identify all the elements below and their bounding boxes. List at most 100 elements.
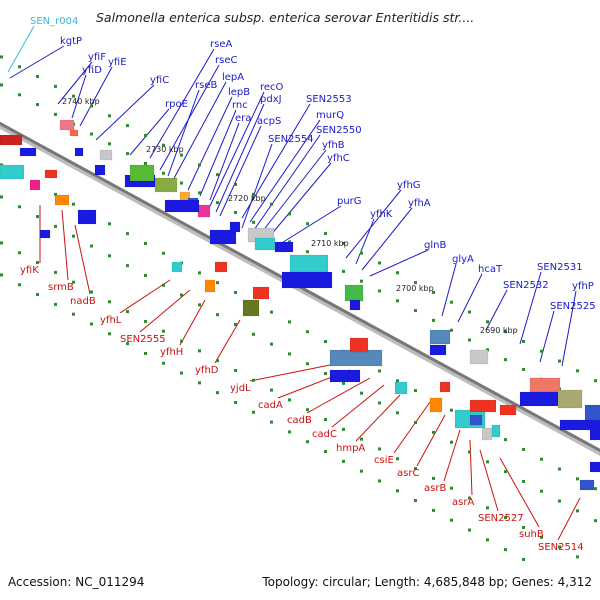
gene-leader-line <box>519 271 542 345</box>
tick-mark <box>180 153 183 157</box>
tick-mark <box>504 438 507 442</box>
tick-mark <box>324 450 327 454</box>
tick-mark <box>540 535 543 539</box>
tick-mark <box>126 264 129 268</box>
tick-mark <box>108 222 111 226</box>
gene-feature <box>589 429 600 441</box>
gene-label: yfiD <box>82 65 102 76</box>
tick-mark <box>0 55 3 59</box>
gene-feature <box>229 221 241 233</box>
gene-label: rseA <box>210 39 232 50</box>
tick-mark <box>108 142 111 146</box>
gene-label: yjdL <box>230 383 251 394</box>
accession-label: Accession: NC_011294 <box>8 575 145 589</box>
gene-leader-line <box>9 45 65 79</box>
gene-leader-line <box>149 48 215 159</box>
tick-mark <box>558 499 561 503</box>
tick-mark <box>288 398 291 402</box>
tick-mark <box>0 195 3 199</box>
gene-leader-line <box>345 189 402 259</box>
gene-label: lepA <box>222 72 244 83</box>
gene-label: SEN2532 <box>503 280 549 291</box>
tick-mark <box>252 410 255 414</box>
gene-leader-line <box>209 91 265 207</box>
gene-label: SEN2555 <box>120 334 166 345</box>
tick-mark <box>432 290 435 294</box>
tick-mark <box>360 469 363 473</box>
tick-mark <box>108 300 111 304</box>
tick-mark <box>234 400 237 404</box>
tick-mark <box>0 273 3 277</box>
tick-mark <box>18 93 21 97</box>
tick-mark <box>234 182 237 186</box>
tick-mark <box>270 202 273 206</box>
gene-leader-line <box>57 61 93 105</box>
tick-mark <box>468 310 471 314</box>
gene-leader-line <box>331 384 385 428</box>
gene-label: yfhA <box>408 198 431 209</box>
gene-leader-line <box>441 263 457 317</box>
gene-label: era <box>235 113 251 124</box>
gene-leader-line <box>209 122 240 201</box>
tick-mark <box>72 94 75 98</box>
tick-mark <box>72 202 75 206</box>
tick-mark <box>144 319 147 323</box>
gene-label: rseC <box>215 55 237 66</box>
tick-mark <box>90 290 93 294</box>
tick-mark <box>72 234 75 238</box>
tick-mark <box>594 379 597 383</box>
gene-feature <box>74 147 84 157</box>
tick-mark <box>234 368 237 372</box>
gene-label: SEN2550 <box>316 125 362 136</box>
tick-mark <box>414 281 417 285</box>
gene-label: hcaT <box>478 264 503 275</box>
gene-feature <box>59 119 75 131</box>
scale-label: 2730 kbp <box>146 145 184 154</box>
gene-label: SEN2553 <box>306 94 352 105</box>
gene-feature <box>209 229 237 245</box>
tick-mark <box>234 290 237 294</box>
gene-label: yfiF <box>88 52 106 63</box>
gene-feature <box>429 344 447 356</box>
tick-mark <box>468 496 471 500</box>
tick-mark <box>198 163 201 167</box>
tick-mark <box>270 388 273 392</box>
gene-leader-line <box>557 497 581 541</box>
gene-label: pdxJ <box>260 94 282 105</box>
gene-label: murQ <box>316 110 344 121</box>
tick-mark <box>108 254 111 258</box>
gene-leader-line <box>219 125 262 217</box>
gene-feature <box>242 299 260 317</box>
gene-feature <box>129 164 155 182</box>
tick-mark <box>360 251 363 255</box>
tick-mark <box>540 489 543 493</box>
tick-mark <box>414 421 417 425</box>
tick-mark <box>396 271 399 275</box>
gene-leader-line <box>269 162 332 237</box>
gene-feature <box>589 461 600 473</box>
tick-mark <box>216 391 219 395</box>
gene-leader-line <box>355 218 375 265</box>
tick-mark <box>36 261 39 265</box>
gene-feature <box>557 389 583 409</box>
gene-leader-line <box>479 449 499 512</box>
tick-mark <box>180 293 183 297</box>
tick-mark <box>18 205 21 209</box>
gene-leader-line <box>355 394 401 442</box>
gene-feature <box>519 391 561 407</box>
gene-feature <box>171 261 183 273</box>
tick-mark <box>486 506 489 510</box>
tick-mark <box>288 212 291 216</box>
gene-leader-line <box>469 439 473 496</box>
gene-feature <box>39 229 51 239</box>
tick-mark <box>468 528 471 532</box>
tick-mark <box>414 309 417 313</box>
gene-feature <box>469 414 483 426</box>
tick-mark <box>180 339 183 343</box>
gene-leader-line <box>279 205 342 245</box>
tick-mark <box>450 486 453 490</box>
gene-feature <box>344 284 364 302</box>
tick-mark <box>324 418 327 422</box>
gene-leader-line <box>539 310 555 363</box>
